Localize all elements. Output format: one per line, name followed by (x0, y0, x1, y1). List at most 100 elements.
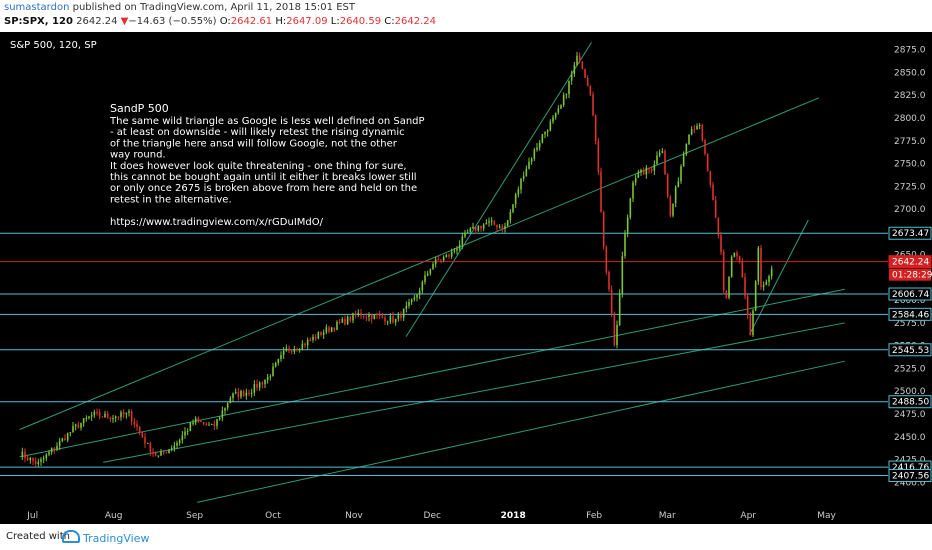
candle-body (568, 80, 570, 94)
candle-body (226, 403, 229, 408)
price-chart[interactable]: 2400.02425.02450.02475.02500.02525.02550… (0, 32, 932, 524)
candle-body (442, 257, 445, 261)
price-tick-label: 2400.0 (894, 478, 926, 488)
level-price-label: 2642.24 (892, 258, 929, 268)
candle-body (66, 433, 69, 441)
price-tick-label: 2575.0 (894, 319, 926, 329)
candle-body (717, 217, 720, 235)
candle-body (408, 302, 410, 306)
candle-body (424, 275, 426, 282)
time-tick-label: Dec (424, 511, 441, 521)
price-axis[interactable]: 2400.02425.02450.02475.02500.02525.02550… (888, 32, 932, 524)
candle-body (530, 158, 533, 162)
author-link[interactable]: sumastardon (4, 2, 70, 13)
candle-body (440, 260, 442, 262)
candle-body (272, 366, 274, 377)
level-price-label: 2416.76 (892, 463, 929, 473)
candle-body (682, 154, 685, 167)
close-label: C: (384, 16, 395, 27)
candle-body (280, 354, 282, 359)
candle-body (746, 296, 749, 315)
candle-body (546, 130, 549, 133)
candle-body (533, 149, 536, 159)
candle-body (293, 349, 296, 352)
candle-body (597, 141, 600, 172)
level-price-label: 2606.74 (892, 290, 929, 300)
level-price-label: 2584.46 (892, 310, 929, 320)
price-tick-label: 2725.0 (894, 182, 926, 192)
candle-body (512, 204, 514, 212)
candle-body (101, 416, 104, 418)
annotation-line: https://www.tradingview.com/x/rGDuIMdO/ (110, 217, 324, 228)
candle-body (680, 166, 682, 182)
candle-body (365, 316, 368, 318)
high-label: H: (275, 16, 287, 27)
annotation-title: SandP 500 (110, 102, 169, 115)
candle-body (181, 435, 184, 441)
candle-body (114, 416, 117, 418)
candle-body (744, 277, 746, 297)
price-tick-label: 2800.0 (894, 114, 926, 124)
chart-area[interactable]: 2400.02425.02450.02475.02500.02525.02550… (0, 32, 932, 524)
candle-body (98, 412, 101, 417)
candle-body (378, 315, 381, 317)
candle-body (674, 187, 677, 204)
candle-body (589, 85, 592, 95)
candle-body (616, 324, 618, 346)
trendline (197, 360, 845, 503)
candle-body (370, 314, 373, 319)
candle-body (613, 313, 616, 346)
candle-body (42, 458, 45, 460)
candle-body (261, 382, 264, 385)
candle-body (656, 155, 658, 165)
candle-body (328, 327, 330, 332)
candle-body (482, 224, 485, 229)
candle-body (245, 392, 248, 396)
candle-body (53, 448, 56, 450)
candle-body (485, 222, 488, 225)
candle-body (189, 422, 192, 432)
candle-body (725, 290, 728, 298)
candle-body (626, 217, 629, 234)
candle-body (306, 339, 309, 346)
candle-body (26, 457, 29, 461)
candle-body (165, 452, 168, 454)
candle-body (274, 362, 277, 367)
candle-body (618, 293, 621, 325)
cloud-logo-icon (62, 530, 80, 543)
candle-body (602, 211, 605, 248)
candle-body (464, 232, 466, 237)
level-price-label: 2488.50 (892, 398, 929, 408)
candle-body (448, 254, 450, 257)
annotation-line: this cannot be bought again until it eit… (110, 172, 417, 183)
candle-body (368, 314, 370, 318)
candle-body (197, 418, 200, 421)
candle-body (72, 426, 74, 433)
time-axis[interactable]: Jul Aug Sep Oct Nov Dec 2018 Feb Mar Apr May (26, 511, 836, 521)
candle-body (698, 125, 701, 127)
candle-body (402, 308, 405, 318)
candle-body (418, 290, 421, 295)
candle-body (106, 413, 109, 418)
candle-body (213, 423, 216, 426)
level-price-label: 2545.53 (892, 346, 929, 356)
level-price-tag (888, 226, 932, 240)
time-tick-label: Feb (586, 511, 602, 521)
candle-body (128, 411, 130, 413)
level-price-tag (888, 255, 932, 269)
candle-body (144, 437, 146, 444)
price-tick-label: 2500.0 (894, 387, 926, 397)
candle-body (133, 421, 136, 425)
level-price-label: 2673.47 (892, 229, 929, 239)
candle-body (506, 220, 509, 227)
candle-body (466, 232, 469, 234)
candle-body (410, 299, 413, 303)
candle-body (376, 314, 378, 316)
annotation-line: - at least on downside - will likely ret… (110, 127, 405, 138)
candle-body (629, 198, 632, 218)
tradingview-logo[interactable]: TradingView (62, 530, 149, 545)
candle-body (672, 203, 674, 216)
candle-body (517, 189, 520, 195)
candle-body (162, 451, 165, 453)
